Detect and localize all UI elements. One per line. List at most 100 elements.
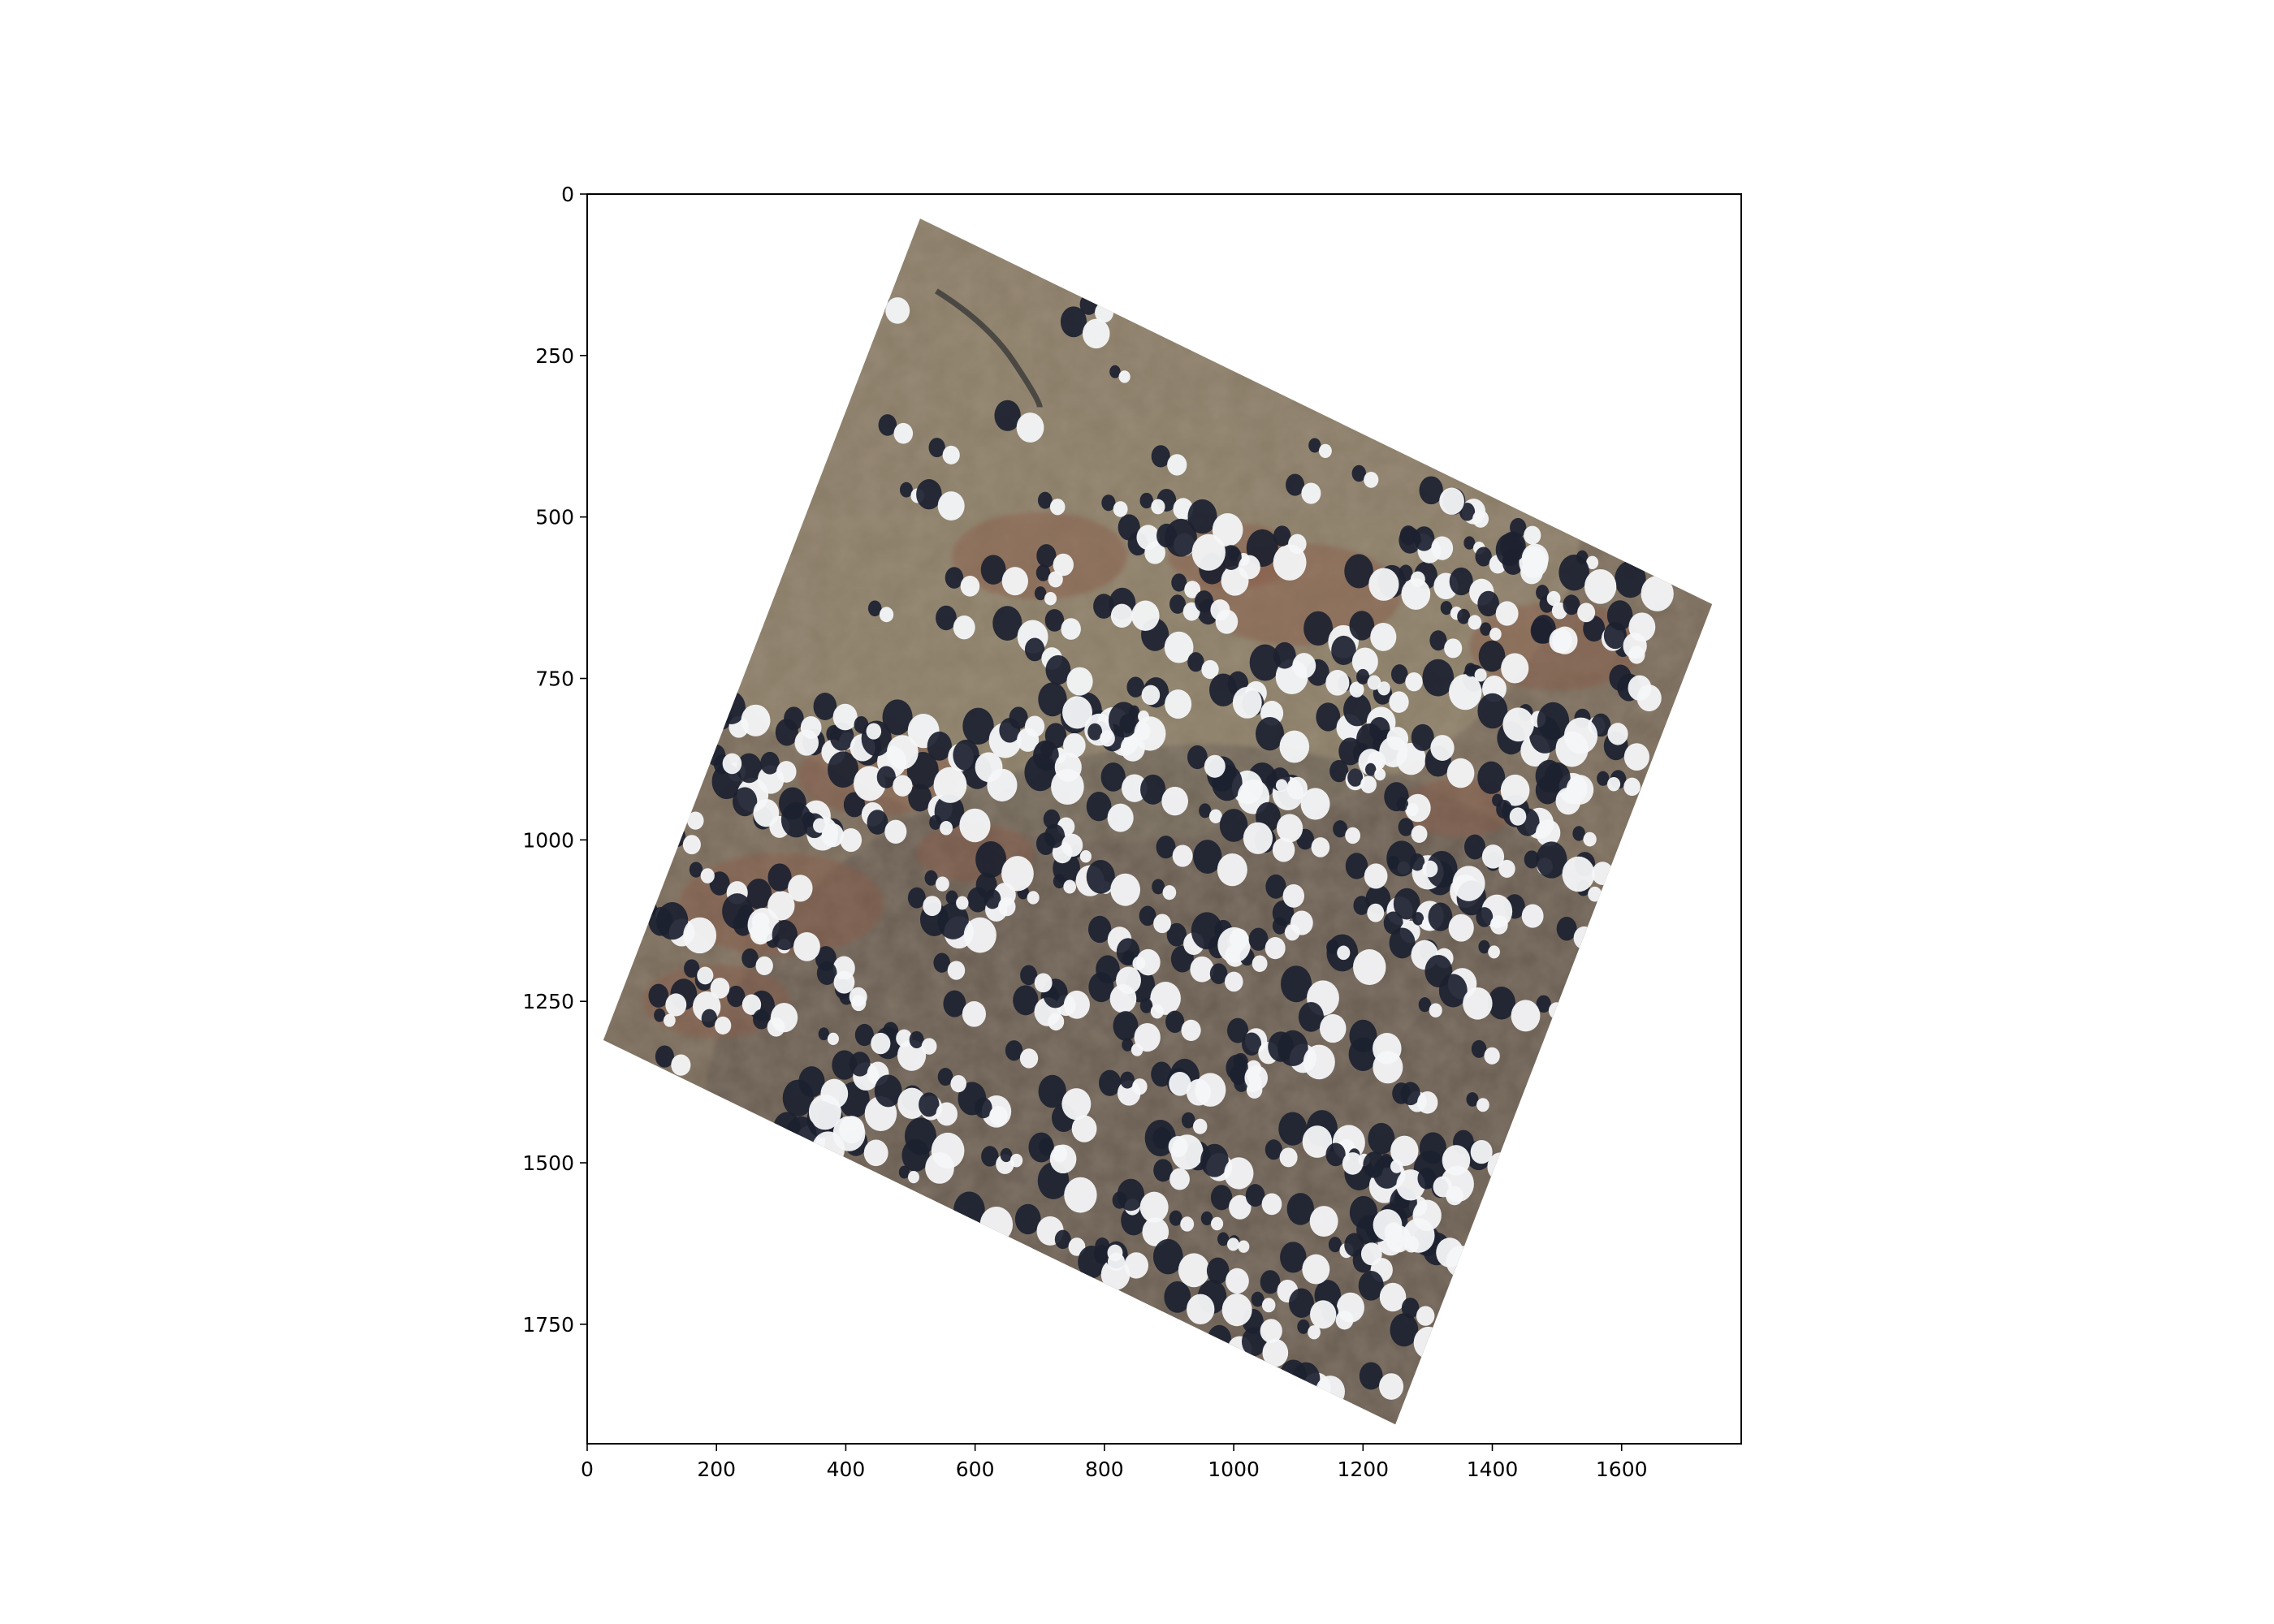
- cloud-shadow: [732, 787, 758, 817]
- cloud: [953, 615, 975, 640]
- cloud: [998, 896, 1016, 917]
- cloud-shadow: [934, 794, 965, 830]
- cloud: [1141, 685, 1161, 706]
- cloud: [1488, 945, 1500, 959]
- cloud-shadow: [898, 1165, 910, 1179]
- cloud-shadow: [1449, 567, 1473, 596]
- cloud: [741, 994, 762, 1015]
- cloud: [1495, 601, 1519, 626]
- cloud: [1489, 628, 1502, 641]
- cloud-shadow: [1401, 1298, 1420, 1319]
- cloud: [871, 1032, 891, 1055]
- cloud-shadow: [1095, 1237, 1110, 1255]
- river-channel: [935, 288, 1043, 408]
- cloud: [1439, 487, 1464, 515]
- cloud-shadow: [1199, 803, 1212, 818]
- cloud-shadow: [1615, 560, 1646, 598]
- cloud: [1367, 675, 1381, 690]
- cloud-shadow: [1118, 514, 1140, 541]
- cloud: [1053, 553, 1074, 577]
- cloud: [813, 818, 827, 833]
- cloud: [947, 961, 966, 980]
- cloud: [1521, 543, 1549, 573]
- cloud: [808, 1094, 841, 1130]
- x-tick-label: 400: [827, 1458, 866, 1481]
- cloud: [1474, 668, 1487, 682]
- cloud: [1628, 675, 1652, 701]
- cloud: [1325, 670, 1350, 696]
- cloud: [963, 917, 996, 953]
- cloud-shadow: [1035, 564, 1051, 581]
- cloud-shadow: [1386, 840, 1417, 877]
- cloud-shadow: [1410, 853, 1425, 871]
- cloud-shadow: [1195, 590, 1214, 613]
- cloud-shadow: [924, 870, 938, 886]
- cloud: [1374, 768, 1386, 781]
- cloud-shadow: [909, 1030, 924, 1049]
- cloud-shadow: [1353, 896, 1370, 915]
- cloud-shadow: [1171, 573, 1187, 592]
- cloud-shadow: [992, 606, 1022, 641]
- cloud-shadow: [980, 555, 1006, 585]
- cloud: [1118, 370, 1131, 383]
- cloud: [1068, 1237, 1086, 1256]
- cloud: [1243, 822, 1273, 854]
- cloud-shadow: [928, 438, 945, 458]
- cloud-shadow: [945, 890, 958, 905]
- cloud: [1353, 949, 1386, 986]
- x-tick-label: 1200: [1337, 1458, 1389, 1481]
- cloud: [840, 828, 862, 853]
- cloud: [1124, 1252, 1148, 1279]
- y-tick-label: 500: [535, 506, 574, 529]
- cloud-shadow: [1273, 641, 1296, 669]
- cloud: [1288, 533, 1307, 555]
- cloud: [1062, 696, 1093, 729]
- cloud: [665, 993, 687, 1017]
- cloud-shadow: [1356, 668, 1370, 685]
- cloud-shadow: [984, 889, 1001, 909]
- cloud: [1182, 602, 1200, 621]
- cloud-shadow: [867, 600, 882, 617]
- cloud-shadow: [1166, 922, 1187, 947]
- cloud: [1192, 1118, 1208, 1134]
- cloud-shadow: [760, 751, 780, 775]
- cloud: [1349, 681, 1364, 698]
- cloud-shadow: [943, 990, 966, 1017]
- cloud-shadow: [1477, 761, 1506, 794]
- cloud-shadow: [1500, 531, 1526, 562]
- cloud: [1623, 743, 1649, 771]
- cloud-shadow: [1398, 818, 1414, 836]
- cloud-shadow: [1165, 518, 1197, 557]
- cloud-shadow: [784, 706, 804, 731]
- cloud: [863, 1139, 888, 1167]
- cloud-shadow: [1303, 611, 1334, 646]
- cloud-shadow: [1280, 1242, 1307, 1273]
- cloud: [1107, 803, 1134, 832]
- cloud: [1279, 730, 1310, 763]
- cloud-shadow: [1152, 879, 1165, 895]
- cloud: [956, 896, 969, 910]
- cloud: [1161, 786, 1188, 816]
- cloud-shadow: [1009, 706, 1028, 729]
- cloud: [849, 987, 867, 1007]
- cloud: [1476, 1098, 1489, 1112]
- cloud: [1583, 831, 1597, 847]
- cloud: [940, 821, 953, 836]
- cloud: [925, 1151, 954, 1184]
- cloud: [1178, 1253, 1210, 1288]
- cloud-shadow: [689, 862, 703, 878]
- cloud: [1142, 1217, 1169, 1246]
- cloud-shadow: [843, 792, 866, 818]
- cloud-shadow: [1096, 955, 1120, 984]
- cloud-shadow: [876, 766, 896, 788]
- cloud: [1373, 1033, 1402, 1065]
- cloud-shadow: [1343, 693, 1372, 727]
- cloud: [833, 970, 855, 994]
- cloud-shadow: [1418, 997, 1432, 1013]
- cloud: [1472, 510, 1489, 528]
- cloud-shadow: [1417, 1167, 1437, 1190]
- cloud-shadow: [962, 707, 994, 745]
- cloud: [683, 917, 717, 954]
- cloud: [1364, 472, 1379, 488]
- cloud: [959, 808, 991, 843]
